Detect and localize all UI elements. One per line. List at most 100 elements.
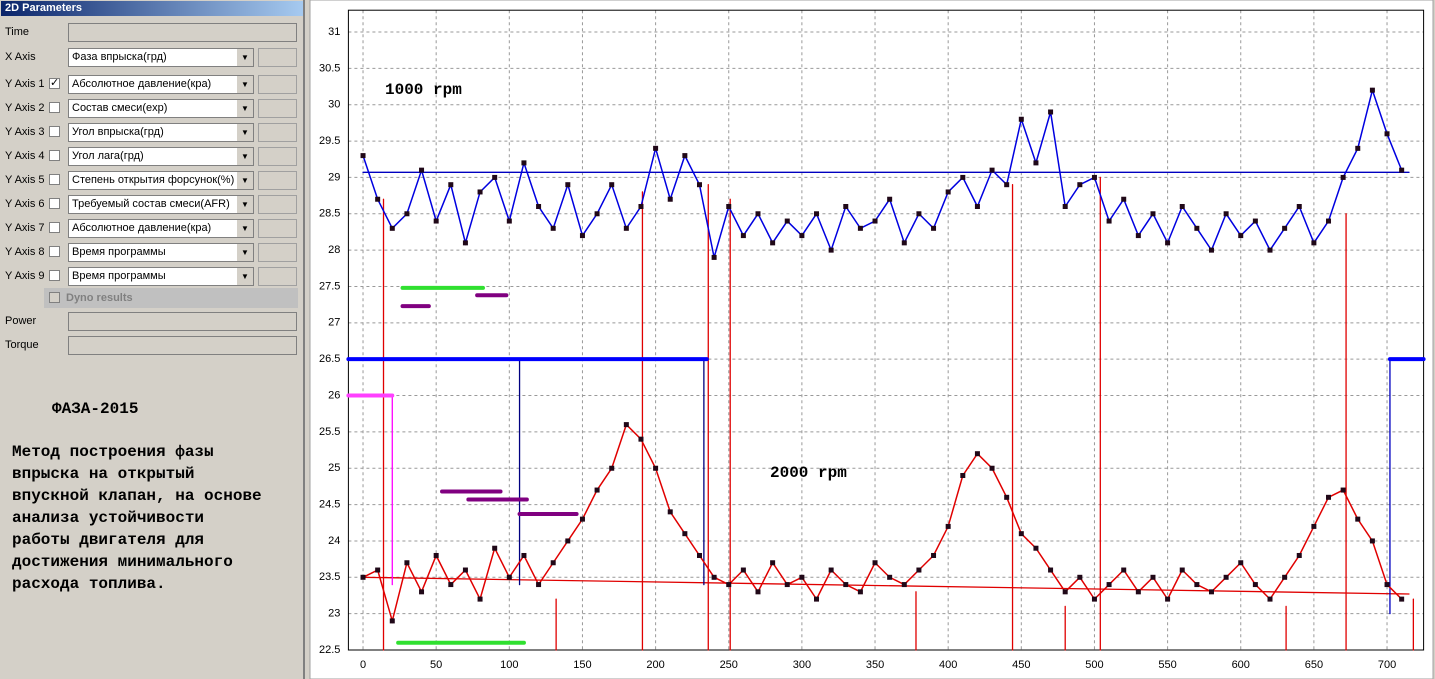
- data-point: [1311, 240, 1317, 246]
- x-tick-label: 650: [1305, 659, 1323, 671]
- data-point: [1326, 494, 1332, 500]
- data-point: [799, 233, 805, 239]
- x-tick-label: 400: [939, 659, 957, 671]
- data-point: [1282, 574, 1288, 580]
- data-point: [1340, 174, 1346, 180]
- checkbox[interactable]: [49, 150, 60, 161]
- param-label: Y Axis 5: [5, 174, 45, 186]
- data-point: [814, 211, 820, 217]
- param-row: Y Axis 3 Угол впрыска(грд) ▼: [0, 122, 305, 142]
- data-point: [755, 211, 761, 217]
- y-tick-label: 26: [328, 389, 340, 401]
- checkbox[interactable]: [49, 198, 60, 209]
- data-point: [653, 465, 659, 471]
- y-tick-label: 30.5: [319, 62, 340, 74]
- y-tick-label: 25: [328, 462, 340, 474]
- data-point: [506, 218, 512, 224]
- dropdown-button: ▼: [236, 49, 253, 66]
- dropdown-value: Абсолютное давление(кра): [72, 222, 212, 234]
- data-point: [1369, 87, 1375, 93]
- checkbox[interactable]: [49, 246, 60, 257]
- data-point: [1238, 560, 1244, 566]
- data-point: [1033, 160, 1039, 166]
- data-point: [784, 218, 790, 224]
- data-point: [828, 247, 834, 253]
- data-point: [887, 574, 893, 580]
- data-point: [1077, 574, 1083, 580]
- data-point: [550, 560, 556, 566]
- description-line: расхода топлива.: [12, 575, 166, 593]
- data-point: [1311, 523, 1317, 529]
- dropdown[interactable]: Время программы ▼: [68, 267, 254, 286]
- data-point: [536, 204, 542, 210]
- data-point: [974, 204, 980, 210]
- data-point: [477, 596, 483, 602]
- checkbox[interactable]: ✓: [49, 77, 60, 89]
- y-tick-label: 22.5: [319, 644, 340, 656]
- param-label: Y Axis 7: [5, 222, 45, 234]
- data-point: [857, 589, 863, 595]
- param-row: Y Axis 4 Угол лага(грд) ▼: [0, 146, 305, 166]
- data-point: [916, 567, 922, 573]
- data-point: [1077, 182, 1083, 188]
- param-row: Y Axis 5 Степень открытия форсунок(%) ▼: [0, 170, 305, 190]
- dropdown-value: Время программы: [72, 246, 166, 258]
- data-point: [1091, 596, 1097, 602]
- param-label: Y Axis 1: [5, 78, 45, 90]
- data-point: [770, 560, 776, 566]
- annotation: 1000 rpm: [385, 81, 462, 99]
- dropdown-value: Абсолютное давление(кра): [72, 78, 212, 90]
- checkbox[interactable]: [49, 126, 60, 137]
- data-point: [916, 211, 922, 217]
- data-point: [419, 167, 425, 173]
- data-point: [1062, 204, 1068, 210]
- checkbox[interactable]: [49, 270, 60, 281]
- dropdown[interactable]: Состав смеси(exp) ▼: [68, 99, 254, 118]
- data-point: [1384, 582, 1390, 588]
- dropdown[interactable]: Угол впрыска(грд) ▼: [68, 123, 254, 142]
- field-box: [258, 219, 297, 238]
- param-row: Y Axis 8 Время программы ▼: [0, 242, 305, 262]
- data-point: [872, 218, 878, 224]
- field-box: [258, 99, 297, 118]
- data-point: [360, 574, 366, 580]
- data-point: [945, 523, 951, 529]
- chart-background: [309, 0, 1434, 679]
- data-point: [404, 211, 410, 217]
- data-point: [1223, 574, 1229, 580]
- data-point: [974, 451, 980, 457]
- data-point: [565, 182, 571, 188]
- data-point: [1296, 204, 1302, 210]
- dropdown[interactable]: Абсолютное давление(кра) ▼: [68, 75, 254, 94]
- dropdown[interactable]: Угол лага(грд) ▼: [68, 147, 254, 166]
- dropdown[interactable]: Фаза впрыска(грд) ▼: [68, 48, 254, 67]
- dropdown[interactable]: Требуемый состав смеси(AFR) ▼: [68, 195, 254, 214]
- data-point: [594, 211, 600, 217]
- data-point: [828, 567, 834, 573]
- param-row: Y Axis 7 Абсолютное давление(кра) ▼: [0, 218, 305, 238]
- param-row: Power: [0, 311, 305, 331]
- checkbox[interactable]: [49, 174, 60, 185]
- dropdown[interactable]: Степень открытия форсунок(%) ▼: [68, 171, 254, 190]
- y-tick-label: 24.5: [319, 498, 340, 510]
- param-label: Y Axis 6: [5, 198, 45, 210]
- field-box: [258, 243, 297, 262]
- data-point: [462, 240, 468, 246]
- data-point: [579, 516, 585, 522]
- data-point: [623, 422, 629, 428]
- data-point: [770, 240, 776, 246]
- dropdown-button: ▼: [236, 172, 253, 189]
- checkbox[interactable]: [49, 222, 60, 233]
- data-point: [931, 225, 937, 231]
- data-point: [872, 560, 878, 566]
- checkbox[interactable]: [49, 102, 60, 113]
- field-box: [258, 171, 297, 190]
- data-point: [623, 225, 629, 231]
- data-point: [901, 240, 907, 246]
- panel-title: 2D Parameters: [1, 1, 303, 16]
- param-label: Dyno results: [66, 292, 133, 304]
- dropdown[interactable]: Время программы ▼: [68, 243, 254, 262]
- param-row: Torque: [0, 335, 305, 355]
- data-point: [1252, 218, 1258, 224]
- dropdown[interactable]: Абсолютное давление(кра) ▼: [68, 219, 254, 238]
